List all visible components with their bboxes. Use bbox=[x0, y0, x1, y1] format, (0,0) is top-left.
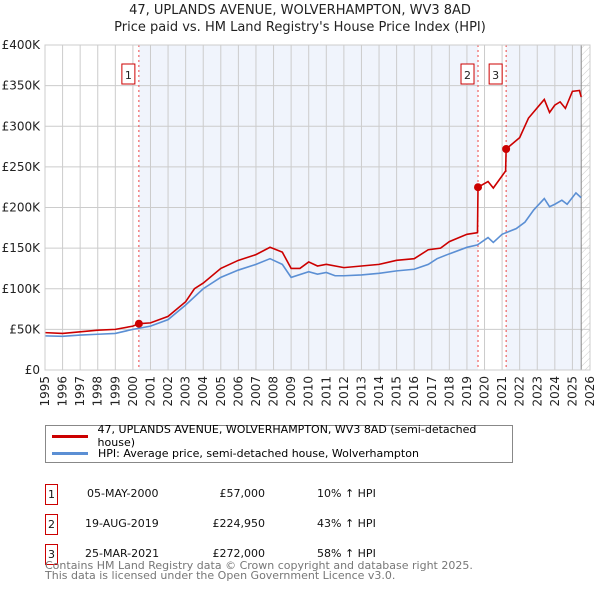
x-tick-label: 2007 bbox=[249, 376, 263, 407]
x-tick-label: 2014 bbox=[372, 376, 386, 407]
x-tick-label: 2005 bbox=[214, 376, 228, 407]
y-tick-label: £50K bbox=[9, 322, 41, 336]
y-tick-label: £250K bbox=[2, 160, 42, 174]
x-tick-label: 2002 bbox=[161, 376, 175, 407]
sale-date: 05-MAY-2000 bbox=[87, 487, 159, 500]
x-tick-label: 2004 bbox=[196, 376, 210, 407]
plot-border bbox=[44, 44, 591, 371]
x-tick-label: 2025 bbox=[565, 376, 579, 407]
hpi-line bbox=[44, 191, 582, 338]
sale-date: 25-MAR-2021 bbox=[85, 547, 160, 560]
x-tick-label: 2010 bbox=[302, 376, 316, 407]
x-tick-label: 2008 bbox=[267, 376, 281, 407]
y-tick-label: £150K bbox=[2, 241, 42, 255]
legend-red-line bbox=[52, 434, 88, 438]
sale-point bbox=[134, 319, 143, 328]
sale-hpi-change: 10% ↑ HPI bbox=[317, 487, 376, 500]
x-tick-label: 1997 bbox=[73, 376, 87, 407]
y-tick-label: £400K bbox=[2, 38, 42, 52]
property-price-line bbox=[44, 89, 582, 335]
x-tick-label: 2026 bbox=[583, 376, 597, 407]
x-tick-label: 2018 bbox=[442, 376, 456, 407]
sale-flag-box bbox=[121, 63, 136, 85]
sale-flag-label: 1 bbox=[125, 69, 132, 82]
chart-title: 47, UPLANDS AVENUE, WOLVERHAMPTON, WV3 8… bbox=[129, 3, 471, 18]
legend-label-hpi: HPI: Average price, semi-detached house,… bbox=[98, 446, 419, 460]
y-tick-label: £350K bbox=[2, 79, 42, 93]
sale-price: £224,950 bbox=[212, 517, 266, 530]
sale-badge: 2 bbox=[45, 514, 58, 535]
x-tick-label: 2001 bbox=[143, 376, 157, 407]
y-tick-label: £0 bbox=[25, 363, 40, 377]
x-tick-label: 2011 bbox=[319, 376, 333, 407]
sale-flag-box bbox=[460, 63, 475, 85]
sale-point bbox=[474, 183, 483, 192]
x-tick-label: 2019 bbox=[460, 376, 474, 407]
legend: 47, UPLANDS AVENUE, WOLVERHAMPTON, WV3 8… bbox=[45, 423, 513, 463]
sale-point bbox=[502, 145, 511, 153]
sale-price: £57,000 bbox=[219, 487, 266, 500]
x-tick-label: 1996 bbox=[56, 376, 70, 407]
legend-label-property: 47, UPLANDS AVENUE, WOLVERHAMPTON, WV3 8… bbox=[97, 423, 477, 449]
x-tick-label: 2013 bbox=[354, 376, 368, 407]
x-tick-label: 2012 bbox=[337, 376, 351, 407]
x-tick-label: 2024 bbox=[548, 376, 562, 407]
sale-badge: 1 bbox=[45, 484, 58, 505]
x-tick-label: 2022 bbox=[513, 376, 527, 407]
y-tick-label: £100K bbox=[2, 282, 42, 296]
x-tick-label: 2020 bbox=[478, 376, 492, 407]
sale-flag-label: 3 bbox=[492, 69, 499, 82]
footer-line-1: Contains HM Land Registry data © Crown c… bbox=[45, 559, 473, 572]
x-tick-label: 1995 bbox=[38, 376, 52, 407]
x-tick-label: 2003 bbox=[179, 376, 193, 407]
x-tick-label: 1999 bbox=[108, 376, 122, 407]
x-tick-label: 1998 bbox=[91, 376, 105, 407]
legend-blue-line bbox=[52, 451, 88, 455]
sale-hpi-change: 43% ↑ HPI bbox=[317, 517, 376, 530]
x-tick-label: 2023 bbox=[530, 376, 544, 407]
x-tick-label: 2021 bbox=[495, 376, 509, 407]
x-tick-label: 2006 bbox=[231, 376, 245, 407]
chart-plot: 1995 1996 1997 1998 1999 2000 2001 2002 2003 2004… bbox=[2, 38, 597, 407]
y-tick-label: £200K bbox=[2, 201, 42, 215]
x-tick-label: 2016 bbox=[407, 376, 421, 407]
footer-line-2: This data is licensed under the Open Gov… bbox=[45, 569, 396, 582]
sale-price: £272,000 bbox=[212, 547, 266, 560]
x-tick-label: 2015 bbox=[390, 376, 404, 407]
sale-flag-label: 2 bbox=[464, 69, 471, 82]
x-tick-label: 2000 bbox=[126, 376, 140, 407]
x-tick-label: 2009 bbox=[284, 376, 298, 407]
sale-flag-box bbox=[488, 63, 503, 85]
y-tick-label: £300K bbox=[2, 119, 42, 133]
x-tick-label: 2017 bbox=[425, 376, 439, 407]
sale-hpi-change: 58% ↑ HPI bbox=[317, 547, 376, 560]
sale-date: 19-AUG-2019 bbox=[85, 517, 159, 530]
sale-badge: 3 bbox=[45, 544, 58, 565]
chart-subtitle: Price paid vs. HM Land Registry's House … bbox=[114, 20, 486, 35]
